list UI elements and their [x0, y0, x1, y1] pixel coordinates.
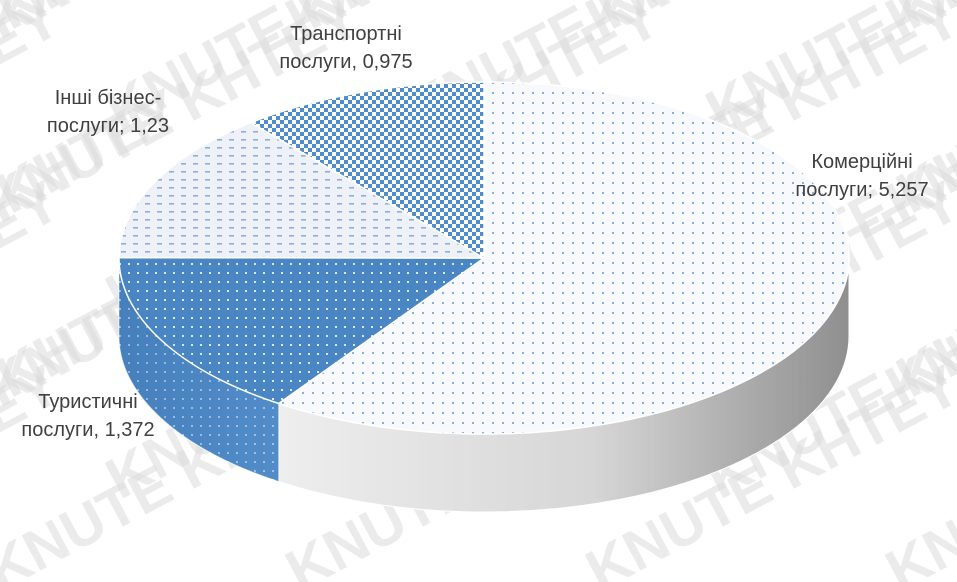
data-label-slice-transport: Транспортні послуги, 0,975	[279, 23, 412, 73]
data-label-slice-commercial: Комерційні послуги; 5,257	[795, 151, 928, 201]
pie-slice-commercial	[277, 81, 850, 435]
pie-labels: Комерційні послуги; 5,257 Туристичні послуг…	[21, 23, 928, 441]
pie-slice-other-business	[118, 121, 487, 259]
pie-slice-transport	[248, 81, 485, 260]
data-label-slice-other-business: Інші бізнес-послуги; 1,23	[47, 87, 169, 137]
pie-side-pattern	[119, 258, 279, 482]
pie-slice-tourism	[118, 256, 487, 405]
pie-top	[118, 81, 850, 435]
data-label-slice-tourism: Туристичні послуги, 1,372	[21, 391, 154, 441]
